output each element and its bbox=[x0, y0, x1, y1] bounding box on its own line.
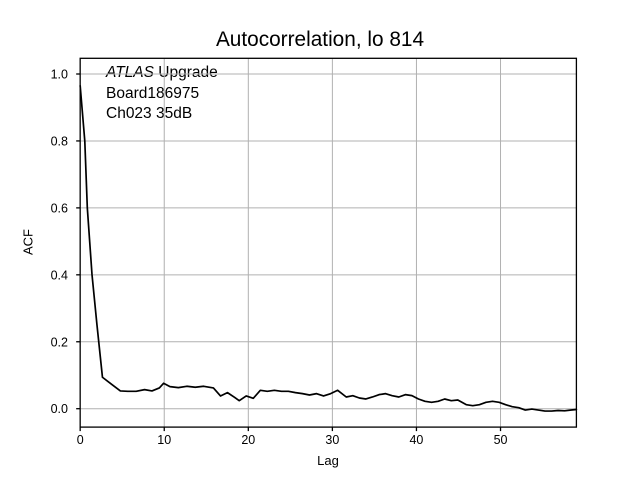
svg-text:1.0: 1.0 bbox=[51, 68, 68, 82]
svg-text:0.8: 0.8 bbox=[51, 134, 68, 148]
svg-text:0.2: 0.2 bbox=[51, 335, 68, 349]
svg-text:10: 10 bbox=[157, 433, 171, 447]
svg-text:0: 0 bbox=[77, 433, 84, 447]
svg-text:40: 40 bbox=[409, 433, 423, 447]
svg-text:30: 30 bbox=[325, 433, 339, 447]
svg-text:0.4: 0.4 bbox=[51, 268, 68, 282]
svg-text:20: 20 bbox=[241, 433, 255, 447]
svg-text:0.6: 0.6 bbox=[51, 201, 68, 215]
svg-text:50: 50 bbox=[494, 433, 508, 447]
svg-text:0.0: 0.0 bbox=[51, 402, 68, 416]
